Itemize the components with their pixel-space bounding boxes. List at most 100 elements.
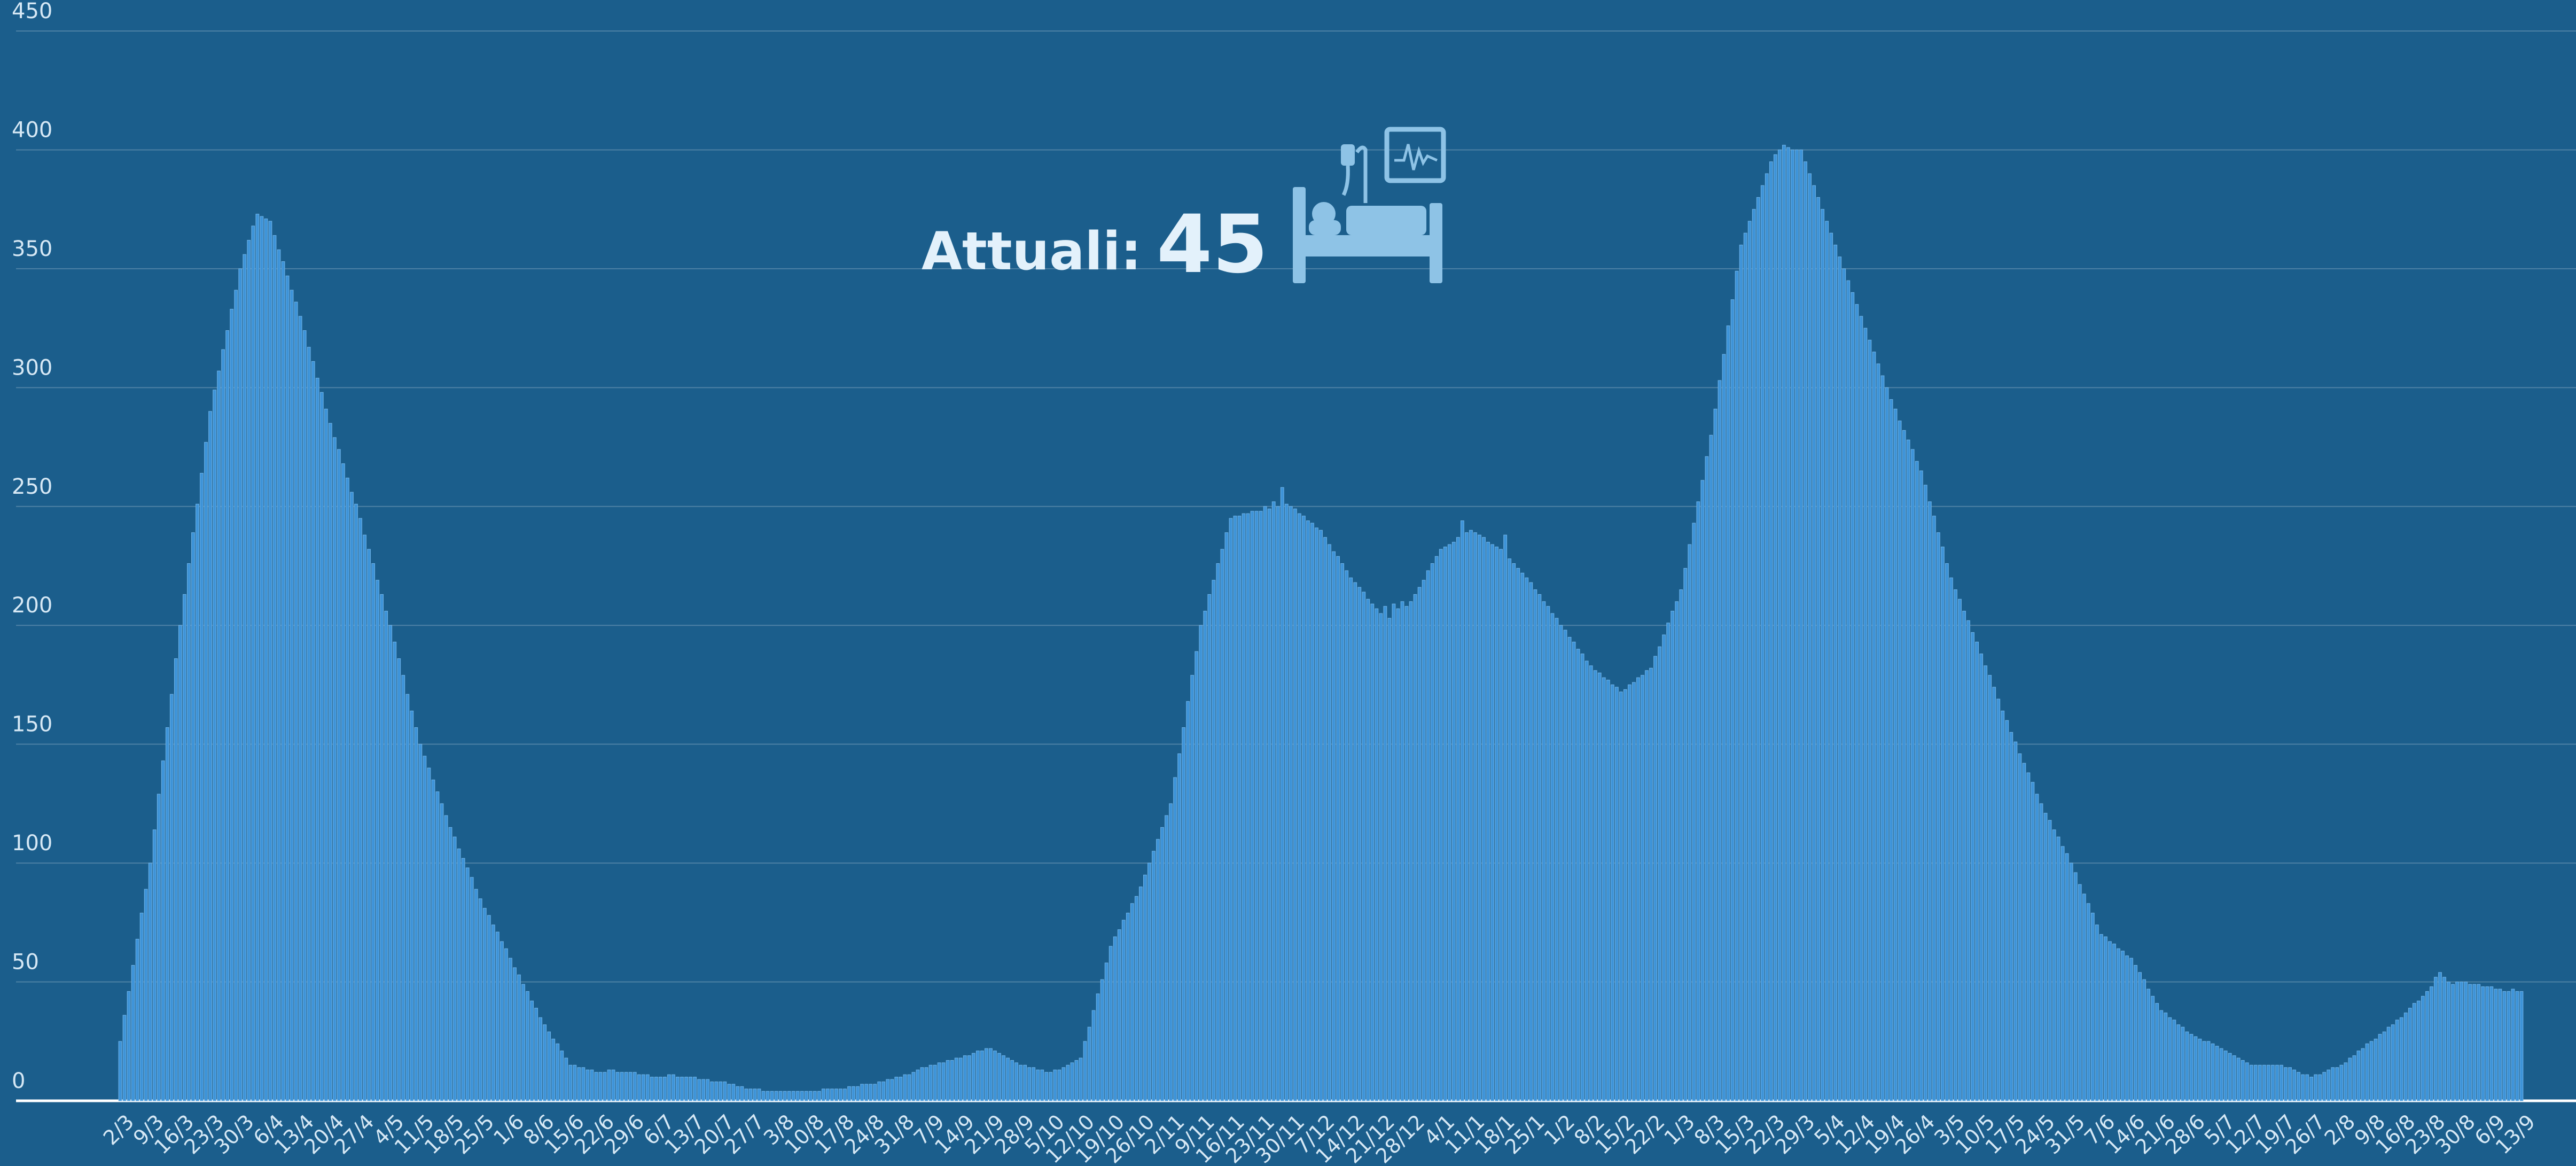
bar (196, 503, 199, 1101)
bar (2168, 1017, 2172, 1101)
bar (714, 1081, 719, 1101)
bar (2434, 977, 2438, 1101)
bar (2515, 991, 2519, 1101)
bar (2176, 1024, 2181, 1101)
bar (1061, 1067, 1066, 1101)
bar (766, 1091, 770, 1101)
bar (1550, 613, 1555, 1101)
bar (1293, 508, 1297, 1101)
bar (1739, 244, 1743, 1101)
bar (1104, 962, 1109, 1101)
bar (1289, 506, 1293, 1101)
bar (615, 1072, 620, 1101)
bar (1915, 461, 1919, 1101)
bar (826, 1089, 830, 1101)
bar (1413, 594, 1417, 1101)
bar (1117, 929, 1121, 1101)
bar (2455, 982, 2459, 1101)
bar (2001, 710, 2005, 1101)
bar (1641, 675, 1644, 1101)
bar (1679, 589, 1683, 1101)
bar (985, 1048, 988, 1101)
bar (2065, 853, 2069, 1101)
bar (538, 1017, 543, 1101)
bar (2069, 862, 2073, 1101)
bar (1336, 556, 1340, 1101)
bar (1443, 546, 1447, 1101)
bar (736, 1086, 740, 1101)
bar (727, 1084, 731, 1101)
bar (2142, 979, 2146, 1101)
bar (1267, 508, 1271, 1101)
bar (1769, 161, 1773, 1101)
bar (1014, 1062, 1018, 1101)
bar (2472, 984, 2477, 1101)
bar (2099, 934, 2103, 1101)
bar (2146, 989, 2151, 1101)
bar (1460, 520, 1464, 1101)
bar (174, 658, 178, 1101)
bar (1705, 456, 1709, 1101)
bar (993, 1051, 997, 1101)
bar (1855, 304, 1859, 1101)
bar (1503, 534, 1508, 1101)
bar (1910, 449, 1915, 1101)
bar (1773, 154, 1777, 1101)
bar (474, 889, 478, 1101)
bar (2468, 984, 2472, 1101)
bar (1233, 516, 1237, 1101)
y-tick-label: 150 (12, 712, 52, 737)
bar (221, 349, 225, 1101)
bar (706, 1079, 710, 1101)
bar (1113, 936, 1117, 1101)
bar (513, 967, 517, 1101)
bar (907, 1074, 911, 1101)
bar (465, 867, 470, 1101)
bar (2271, 1064, 2275, 1101)
bar (748, 1089, 753, 1101)
bar (178, 625, 182, 1101)
bar (864, 1084, 869, 1101)
y-tick-label: 400 (12, 118, 52, 142)
bar (2464, 982, 2468, 1101)
bar (1572, 641, 1576, 1101)
bar (1280, 487, 1284, 1101)
bar (2498, 989, 2502, 1101)
bar (920, 1067, 924, 1101)
bar (315, 378, 319, 1101)
bar (1885, 387, 1889, 1101)
bar (268, 221, 272, 1101)
bar (1833, 244, 1838, 1101)
bar (1812, 185, 1816, 1101)
bar (131, 965, 135, 1101)
bar (346, 477, 349, 1101)
bar (586, 1069, 590, 1101)
bar (628, 1072, 633, 1101)
bar (757, 1089, 761, 1101)
bar (2215, 1046, 2219, 1101)
bar (680, 1077, 684, 1101)
bar (1842, 268, 1846, 1101)
bar (2236, 1058, 2241, 1101)
bar (899, 1077, 903, 1101)
bar (1310, 523, 1314, 1101)
bar (1825, 221, 1829, 1101)
bar (2181, 1027, 2185, 1101)
bar (1752, 209, 1756, 1101)
bar (2052, 829, 2056, 1101)
bar (1529, 582, 1533, 1101)
bar (2391, 1024, 2395, 1101)
bar (1392, 603, 1396, 1101)
bar (264, 218, 268, 1101)
bar (2267, 1064, 2270, 1101)
bar (2297, 1072, 2300, 1101)
bar (2288, 1067, 2292, 1101)
bar (1032, 1067, 1036, 1101)
bar (2249, 1064, 2253, 1101)
y-tick-label: 350 (12, 237, 52, 261)
bar (1597, 672, 1602, 1101)
bar (431, 779, 435, 1101)
bar (1906, 439, 1910, 1101)
y-tick-label: 200 (12, 593, 52, 618)
